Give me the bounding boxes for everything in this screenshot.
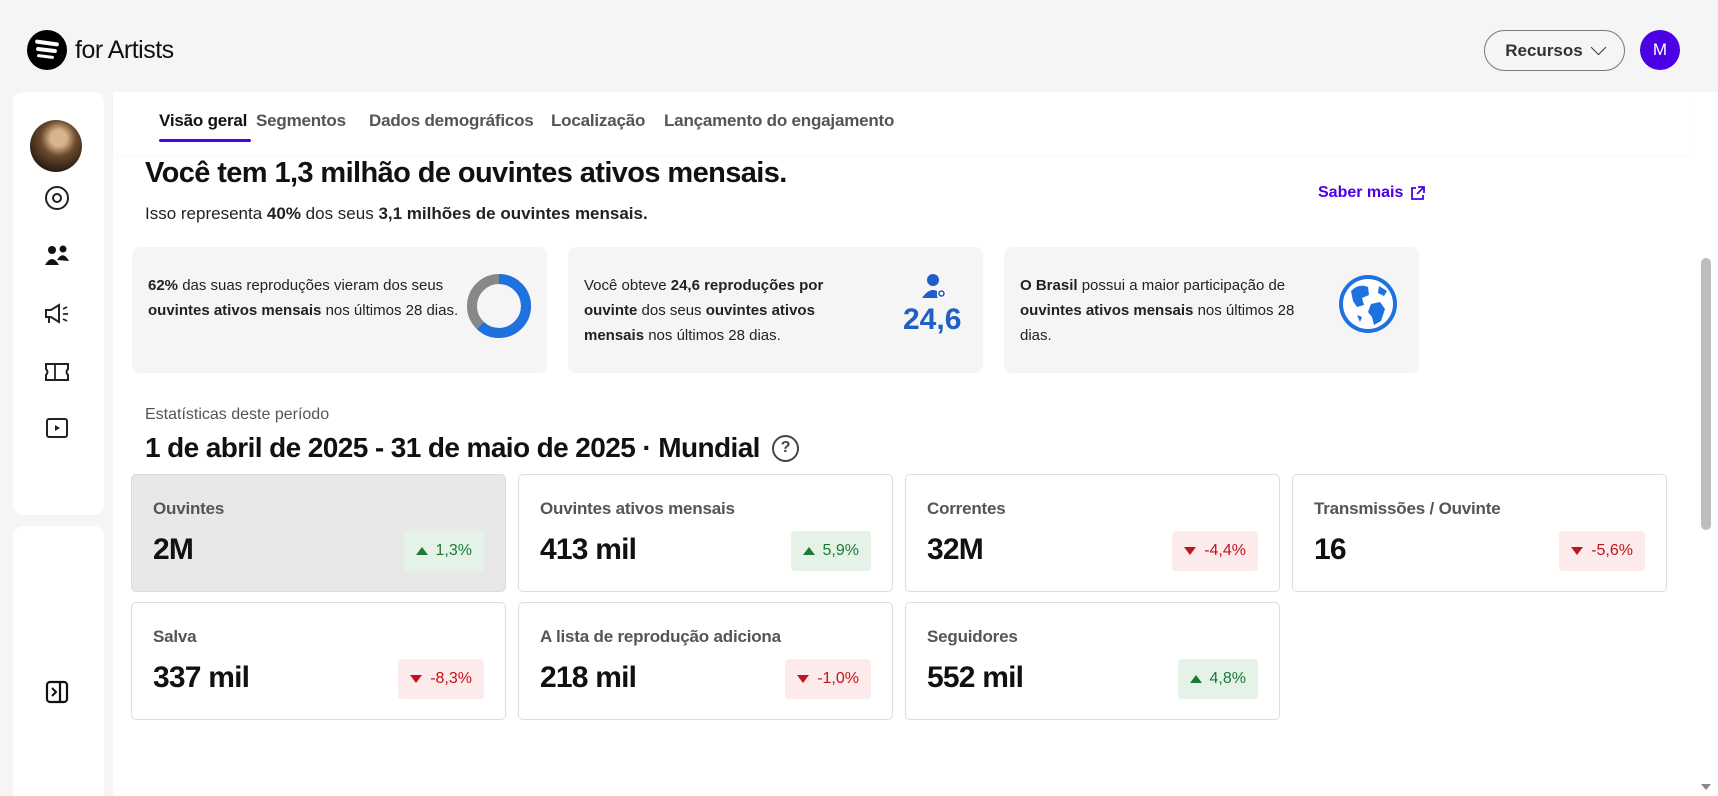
stat-label: Transmissões / Ouvinte: [1314, 499, 1501, 518]
stat-card-playlist-adds[interactable]: A lista de reprodução adiciona 218 mil -…: [518, 602, 893, 720]
insight-text: 62% das suas reproduções vieram dos seus…: [148, 277, 459, 319]
external-link-icon: [1411, 185, 1426, 200]
arrow-down-icon: [1184, 547, 1197, 555]
stat-label: Salva: [153, 627, 197, 646]
tab-overview[interactable]: Visão geral: [159, 111, 248, 130]
donut-fill: [467, 274, 531, 338]
top-bar: for Artists Recursos M: [0, 0, 1718, 92]
listener-icon: [922, 274, 946, 298]
stat-change-badge: -4,4%: [1172, 531, 1258, 571]
scroll-down-arrow[interactable]: [1701, 784, 1711, 790]
stat-change-badge: -8,3%: [398, 659, 484, 699]
stat-value: 32M: [927, 533, 984, 566]
artist-avatar[interactable]: [30, 120, 82, 172]
stat-value: 2M: [153, 533, 194, 566]
campaign-icon[interactable]: [43, 300, 71, 328]
help-icon[interactable]: ?: [771, 434, 799, 462]
stat-value: 337 mil: [153, 661, 250, 694]
stat-card-saves[interactable]: Salva 337 mil -8,3%: [131, 602, 506, 720]
stat-card-streams-per-listener[interactable]: Transmissões / Ouvinte 16 -5,6%: [1292, 474, 1667, 592]
tab-demographics[interactable]: Dados demográficos: [369, 111, 534, 130]
stat-label: Ouvintes ativos mensais: [540, 499, 735, 518]
stat-value: 552 mil: [927, 661, 1024, 694]
learn-more-link[interactable]: Saber mais: [1318, 184, 1426, 202]
arrow-up-icon: [1189, 675, 1202, 683]
period-label: Estatísticas deste período: [145, 406, 330, 423]
disc-icon[interactable]: [43, 184, 71, 212]
period-range: 1 de abril de 2025 - 31 de maio de 2025 …: [145, 432, 760, 463]
brand-text: for Artists: [75, 35, 174, 64]
arrow-down-icon: [1571, 547, 1584, 555]
insight-card-streams-per-listener: Você obteve 24,6 reproduções por ouvinte…: [568, 247, 983, 373]
user-initial: M: [1652, 40, 1668, 59]
arrow-up-icon: [802, 547, 815, 555]
streams-per-listener-value: 24,6: [903, 303, 962, 336]
ticket-icon[interactable]: [43, 358, 71, 386]
scrollbar-thumb[interactable]: [1701, 258, 1711, 530]
insight-text: Você obteve 24,6 reproduções por ouvinte…: [584, 277, 824, 344]
audience-icon[interactable]: [43, 242, 71, 270]
collapse-sidebar-icon[interactable]: [43, 678, 71, 706]
resources-label: Recursos: [1505, 40, 1583, 60]
main-content: Visão geral Segmentos Dados demográficos…: [113, 92, 1718, 796]
stat-card-monthly-active-listeners[interactable]: Ouvintes ativos mensais 413 mil 5,9%: [518, 474, 893, 592]
globe-icon: [1339, 275, 1397, 333]
learn-more-label: Saber mais: [1318, 184, 1404, 201]
stat-label: A lista de reprodução adiciona: [540, 627, 781, 646]
summary-subtitle: Isso representa 40% dos seus 3,1 milhões…: [145, 204, 648, 223]
insight-card-streams-share: 62% das suas reproduções vieram dos seus…: [132, 247, 547, 373]
insight-card-top-country: O Brasil possui a maior participação de …: [1004, 247, 1419, 373]
scrollbar[interactable]: [1695, 154, 1718, 796]
stat-change-badge: -1,0%: [785, 659, 871, 699]
stat-change-badge: 5,9%: [790, 531, 871, 571]
insight-text: O Brasil possui a maior participação de …: [1020, 277, 1295, 344]
user-avatar[interactable]: M: [1640, 30, 1680, 70]
video-icon[interactable]: [43, 414, 71, 442]
stat-card-listeners[interactable]: Ouvintes 2M 1,3%: [131, 474, 506, 592]
tab-segments[interactable]: Segmentos: [256, 111, 346, 130]
stat-change-badge: 4,8%: [1177, 659, 1258, 699]
tab-release-engagement[interactable]: Lançamento do engajamento: [664, 111, 895, 130]
stat-value: 218 mil: [540, 661, 637, 694]
tab-bar: Visão geral Segmentos Dados demográficos…: [113, 92, 1693, 156]
resources-dropdown[interactable]: Recursos: [1484, 30, 1625, 71]
stat-card-streams[interactable]: Correntes 32M -4,4%: [905, 474, 1280, 592]
page-title: Você tem 1,3 milhão de ouvintes ativos m…: [145, 157, 787, 189]
stat-value: 16: [1314, 533, 1347, 566]
spotify-logo-icon: [27, 30, 67, 70]
tab-location[interactable]: Localização: [551, 111, 646, 130]
stat-card-followers[interactable]: Seguidores 552 mil 4,8%: [905, 602, 1280, 720]
stat-change-badge: -5,6%: [1559, 531, 1645, 571]
chevron-down-icon: [1590, 39, 1607, 56]
sidebar-bottom: [13, 526, 104, 796]
stat-label: Correntes: [927, 499, 1006, 518]
period-heading: 1 de abril de 2025 - 31 de maio de 2025 …: [145, 432, 799, 464]
active-tab-indicator: [159, 139, 251, 142]
sidebar: [13, 92, 104, 515]
stat-label: Seguidores: [927, 627, 1018, 646]
arrow-up-icon: [415, 547, 428, 555]
arrow-down-icon: [410, 675, 423, 683]
stat-label: Ouvintes: [153, 499, 225, 518]
arrow-down-icon: [797, 675, 810, 683]
stat-value: 413 mil: [540, 533, 637, 566]
brand-logo-link[interactable]: for Artists: [27, 30, 174, 70]
stat-change-badge: 1,3%: [403, 531, 484, 571]
donut-chart: [467, 274, 531, 338]
